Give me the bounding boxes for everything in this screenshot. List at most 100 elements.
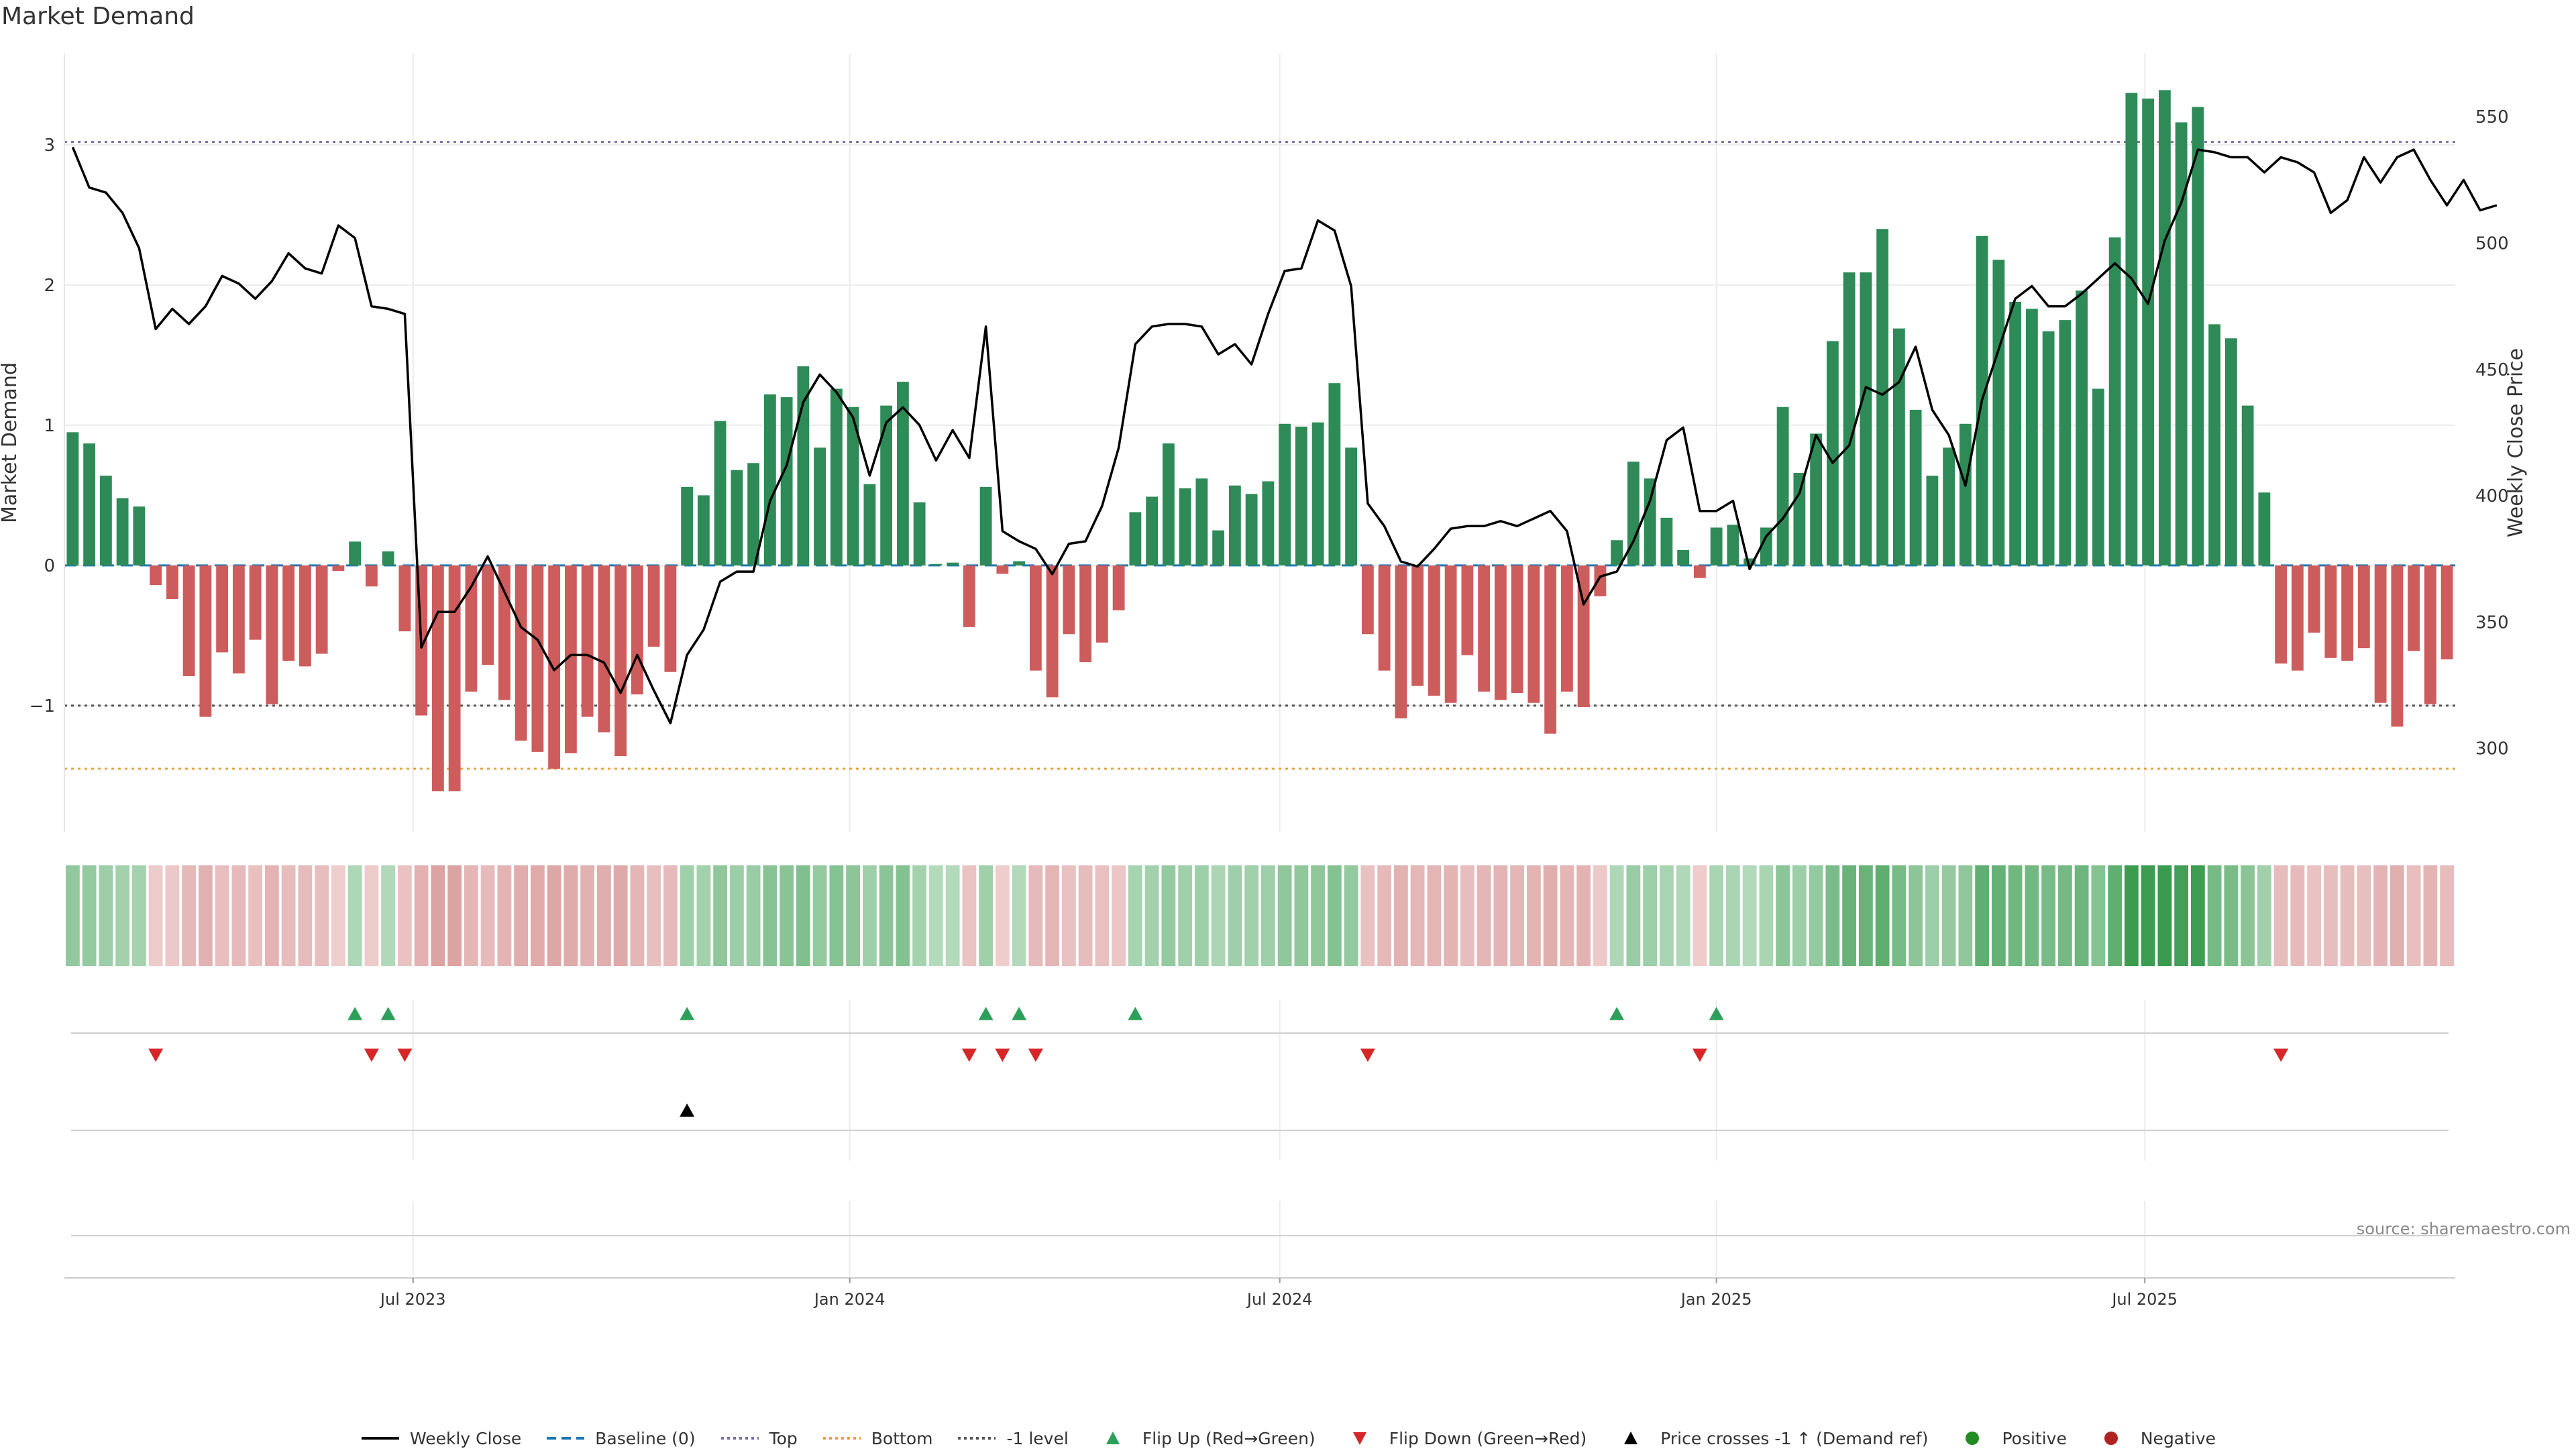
legend-label: Bottom xyxy=(871,1428,933,1448)
demand-bar xyxy=(1245,494,1258,566)
demand-bar xyxy=(2059,320,2072,566)
demand-bar xyxy=(1594,565,1607,596)
flip-markers xyxy=(64,1007,2455,1279)
demand-bar xyxy=(315,565,328,654)
demand-bar xyxy=(1793,472,1806,566)
heat-cell xyxy=(2041,865,2056,966)
heat-cell xyxy=(979,865,994,966)
demand-bar xyxy=(482,565,494,665)
demand-bar xyxy=(2258,492,2271,566)
heat-cell xyxy=(2057,865,2072,966)
legend-item-positive: Positive xyxy=(1952,1429,2067,1448)
heat-cell xyxy=(1012,865,1026,966)
demand-bar xyxy=(199,565,212,717)
heat-cell xyxy=(1028,865,1043,966)
demand-bar xyxy=(465,565,478,692)
heat-cell xyxy=(1344,865,1358,966)
heat-cell xyxy=(99,865,113,966)
heat-cell xyxy=(1593,865,1607,966)
demand-bar xyxy=(1162,443,1175,566)
demand-bar xyxy=(581,565,594,717)
heat-cell xyxy=(298,865,313,966)
heat-cell xyxy=(2025,865,2039,966)
heat-cell xyxy=(1576,865,1591,966)
heat-cell xyxy=(580,865,595,966)
demand-bar xyxy=(2308,565,2320,633)
axes: −1 0 1 2 3 300 350 400 450 500 550 Market Demand Wee… xyxy=(0,54,2528,1309)
demand-bar xyxy=(1444,565,1457,703)
demand-bar xyxy=(1843,272,1856,566)
demand-bar xyxy=(1262,481,1275,566)
demand-bar xyxy=(150,565,162,586)
demand-bar xyxy=(1129,512,1142,566)
demand-bar xyxy=(1079,565,1092,663)
flip-down-marker xyxy=(1692,1048,1707,1062)
heat-cell xyxy=(1626,865,1641,966)
heat-cell xyxy=(647,865,661,966)
heat-cell xyxy=(2390,865,2404,966)
heat-cell xyxy=(514,865,529,966)
heat-cell xyxy=(480,865,495,966)
heat-cell xyxy=(2273,865,2288,966)
demand-bar xyxy=(1544,565,1557,734)
demand-bar xyxy=(1378,565,1391,671)
demand-bars xyxy=(66,90,2453,792)
demand-bar xyxy=(830,388,843,566)
heat-cell xyxy=(1809,865,1823,966)
demand-bar xyxy=(1826,341,1839,566)
flip-up-marker xyxy=(380,1007,396,1020)
heat-cell xyxy=(1161,865,1176,966)
heat-cell xyxy=(165,865,180,966)
demand-bar xyxy=(332,565,345,572)
heat-cell xyxy=(829,865,844,966)
flip-down-marker xyxy=(1028,1048,1043,1062)
legend-symbol xyxy=(720,1437,759,1440)
demand-bar xyxy=(763,394,776,566)
heat-cell xyxy=(1144,865,1159,966)
heat-cell xyxy=(1776,865,1790,966)
legend-symbol xyxy=(1106,1432,1120,1444)
demand-bar xyxy=(1876,229,1889,566)
flip-down-marker xyxy=(2273,1048,2289,1062)
y-left-tick-label: −1 xyxy=(30,696,55,716)
flip-up-marker xyxy=(347,1007,363,1020)
demand-bar xyxy=(2440,565,2453,659)
demand-bar xyxy=(249,565,262,640)
weekly-close-line xyxy=(71,146,2498,724)
y-right-tick-label: 400 xyxy=(2475,486,2509,506)
demand-bar xyxy=(1527,565,1540,703)
price-line-layer xyxy=(71,146,2498,724)
demand-bar xyxy=(780,397,793,566)
heat-cell xyxy=(198,865,213,966)
heat-cell xyxy=(2091,865,2106,966)
legend-item-baseline: Baseline (0) xyxy=(545,1429,696,1448)
demand-bar xyxy=(564,565,577,753)
chart-title: Market Demand xyxy=(1,3,195,30)
heat-cell xyxy=(1178,865,1193,966)
demand-bar xyxy=(598,565,610,733)
heat-cell xyxy=(1526,865,1541,966)
demand-bar xyxy=(382,551,394,566)
demand-bar xyxy=(2374,565,2387,703)
y-left-tick-label: 2 xyxy=(44,276,55,296)
heat-cell xyxy=(1410,865,1425,966)
demand-bar xyxy=(548,565,561,769)
y-right-axis-label: Weekly Close Price xyxy=(2504,348,2528,537)
heat-cell xyxy=(315,865,329,966)
heat-cell xyxy=(2008,865,2023,966)
demand-bar xyxy=(996,565,1009,574)
flip-down-marker xyxy=(961,1048,977,1062)
heat-cell xyxy=(331,865,345,966)
legend-label: Negative xyxy=(2140,1428,2216,1448)
demand-bar xyxy=(1212,530,1225,566)
legend-item-minus1: -1 level xyxy=(957,1429,1069,1448)
demand-bar xyxy=(232,565,245,674)
heat-cell xyxy=(862,865,877,966)
demand-bar xyxy=(1693,565,1706,578)
heat-cell xyxy=(1477,865,1491,966)
heat-cell xyxy=(596,865,611,966)
heat-cell xyxy=(431,865,445,966)
demand-bar xyxy=(2324,565,2337,658)
heat-cell xyxy=(2174,865,2189,966)
